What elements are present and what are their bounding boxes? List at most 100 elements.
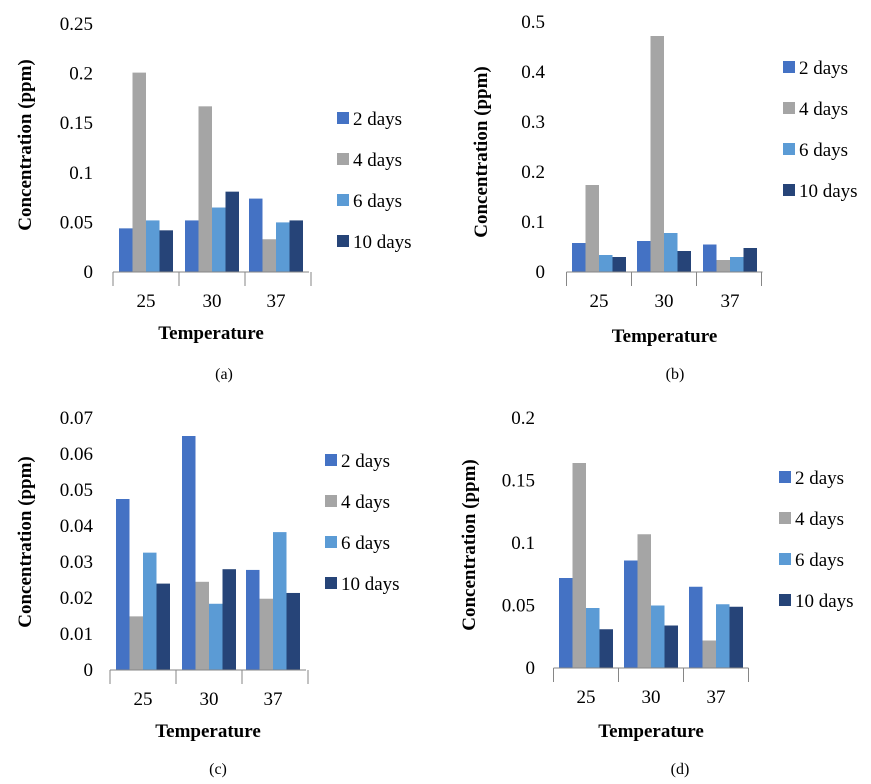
bar [599, 629, 613, 668]
y-tick-label: 0.04 [60, 516, 94, 537]
figure-caption: (d) [671, 761, 690, 778]
legend-label: 6 days [341, 533, 390, 554]
bar [262, 239, 276, 272]
legend-label: 10 days [341, 574, 400, 595]
bar [273, 532, 287, 670]
x-tick-label: 25 [137, 291, 156, 312]
bar [246, 569, 260, 670]
y-axis-title: Concentration (ppm) [459, 459, 480, 631]
legend-label: 6 days [795, 550, 844, 571]
legend-label: 2 days [795, 468, 844, 489]
legend-label: 2 days [353, 109, 402, 130]
x-tick-label: 30 [200, 689, 219, 710]
y-tick-label: 0.07 [60, 408, 93, 429]
x-tick-label: 30 [655, 291, 674, 312]
y-tick-label: 0.2 [511, 408, 535, 429]
x-axis-title: Temperature [158, 323, 264, 344]
legend-label: 4 days [799, 99, 848, 120]
x-tick-label: 25 [134, 689, 153, 710]
y-tick-label: 0.3 [521, 112, 545, 133]
legend-swatch [337, 194, 349, 206]
bar [703, 244, 717, 272]
legend-swatch [783, 143, 795, 155]
legend-label: 4 days [353, 150, 402, 171]
y-tick-label: 0.05 [502, 596, 535, 617]
x-tick-label: 25 [577, 687, 596, 708]
bar [729, 606, 743, 668]
x-tick-label: 37 [721, 291, 740, 312]
legend-label: 6 days [353, 191, 402, 212]
y-tick-label: 0.1 [69, 163, 93, 184]
y-tick-label: 0.02 [60, 588, 93, 609]
x-axis-title: Temperature [612, 326, 718, 347]
bar [586, 608, 600, 668]
x-tick-label: 30 [203, 291, 222, 312]
bar [664, 233, 678, 272]
x-tick-label: 25 [590, 291, 609, 312]
legend-swatch [325, 454, 337, 466]
legend-swatch [783, 61, 795, 73]
figure-caption: (a) [215, 366, 233, 383]
legend-label: 10 days [795, 591, 854, 612]
bar [289, 220, 303, 272]
x-tick-label: 30 [642, 687, 661, 708]
y-tick-label: 0.25 [60, 14, 93, 35]
legend-swatch [337, 153, 349, 165]
bar [730, 257, 744, 272]
bar [716, 604, 730, 668]
bar [624, 560, 638, 668]
y-tick-label: 0.2 [69, 64, 93, 85]
y-tick-label: 0.1 [521, 212, 545, 233]
bar [116, 499, 130, 670]
y-tick-label: 0.01 [60, 624, 93, 645]
y-tick-label: 0 [536, 262, 546, 283]
legend-swatch [779, 553, 791, 565]
y-tick-label: 0.15 [60, 113, 93, 134]
legend-label: 2 days [341, 451, 390, 472]
bar [225, 191, 239, 272]
bar [198, 106, 212, 272]
bar [689, 586, 703, 668]
x-axis-title: Temperature [598, 721, 704, 742]
x-tick-label: 37 [267, 291, 286, 312]
bar [249, 198, 263, 272]
y-tick-label: 0.06 [60, 444, 93, 465]
legend-label: 10 days [799, 181, 858, 202]
figure-caption: (b) [666, 366, 685, 383]
bar [195, 581, 209, 670]
legend-swatch [325, 495, 337, 507]
y-tick-label: 0.05 [60, 480, 93, 501]
legend-swatch [325, 536, 337, 548]
bar [209, 603, 223, 670]
y-tick-label: 0.03 [60, 552, 93, 573]
y-tick-label: 0.2 [521, 162, 545, 183]
bar [677, 251, 691, 272]
bar [599, 255, 613, 272]
bar [651, 605, 665, 668]
bar [650, 36, 664, 272]
y-tick-label: 0 [84, 660, 94, 681]
bar [572, 463, 586, 668]
legend-swatch [783, 102, 795, 114]
y-tick-label: 0.05 [60, 212, 93, 233]
bar [185, 220, 199, 272]
legend-label: 2 days [799, 58, 848, 79]
bar [129, 616, 143, 670]
bar [637, 534, 651, 668]
y-axis-title: Concentration (ppm) [471, 66, 492, 238]
figure-caption: (c) [209, 761, 227, 778]
bar [182, 436, 196, 670]
bar [146, 220, 160, 272]
bar [743, 248, 757, 272]
y-tick-label: 0.1 [511, 533, 535, 554]
legend-label: 10 days [353, 232, 412, 253]
legend-swatch [779, 471, 791, 483]
bar [612, 257, 626, 272]
bar [572, 243, 586, 272]
legend-swatch [325, 577, 337, 589]
y-axis-title: Concentration (ppm) [15, 59, 36, 231]
y-tick-label: 0 [526, 658, 536, 679]
bar [637, 241, 651, 272]
